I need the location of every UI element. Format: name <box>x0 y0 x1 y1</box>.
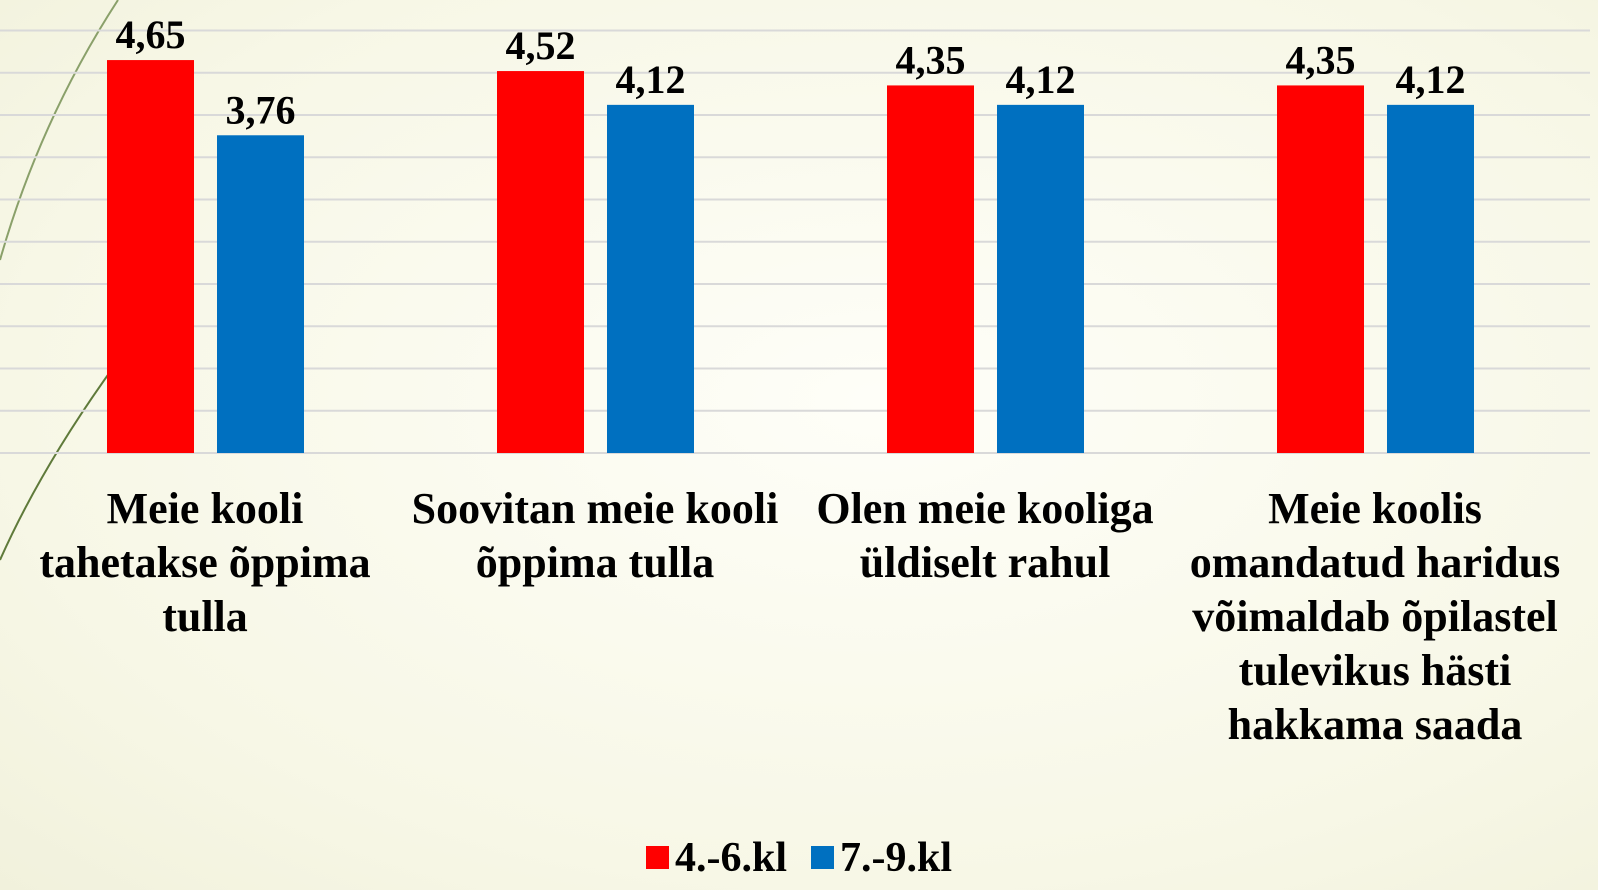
bar <box>887 85 974 454</box>
value-label: 4,12 <box>1396 57 1466 102</box>
value-label: 4,35 <box>1286 37 1356 82</box>
bar <box>217 135 304 453</box>
legend-label: 4.-6.kl <box>674 834 787 881</box>
legend-item: 7.-9.kl <box>811 834 952 882</box>
value-label: 4,35 <box>896 37 966 82</box>
x-tick-label: Olen meie kooliga üldiselt rahul <box>816 484 1154 587</box>
x-tick-label: Soovitan meie kooli õppima tulla <box>411 484 779 587</box>
legend-swatch <box>645 846 669 869</box>
bar <box>1277 85 1364 454</box>
x-tick-label: Meie koolis omandatud haridus võimaldab … <box>1189 484 1561 749</box>
value-label: 4,65 <box>116 12 186 57</box>
legend: 4.-6.kl 7.-9.kl <box>0 832 1598 882</box>
legend-swatch <box>811 846 834 869</box>
bar <box>497 71 584 453</box>
legend-label: 7.-9.kl <box>840 834 953 881</box>
value-label: 3,76 <box>226 87 296 132</box>
x-tick-label: Meie kooli tahetakse õppima tulla <box>39 484 371 641</box>
value-label: 4,52 <box>506 23 576 68</box>
bar <box>107 60 194 453</box>
bar <box>1387 104 1474 454</box>
value-label: 4,12 <box>616 57 686 102</box>
bar <box>607 104 694 454</box>
value-label: 4,12 <box>1006 57 1076 102</box>
decor-line <box>0 371 111 561</box>
legend-item: 4.-6.kl <box>645 834 787 882</box>
bar <box>997 104 1084 454</box>
decor-line <box>0 0 119 261</box>
